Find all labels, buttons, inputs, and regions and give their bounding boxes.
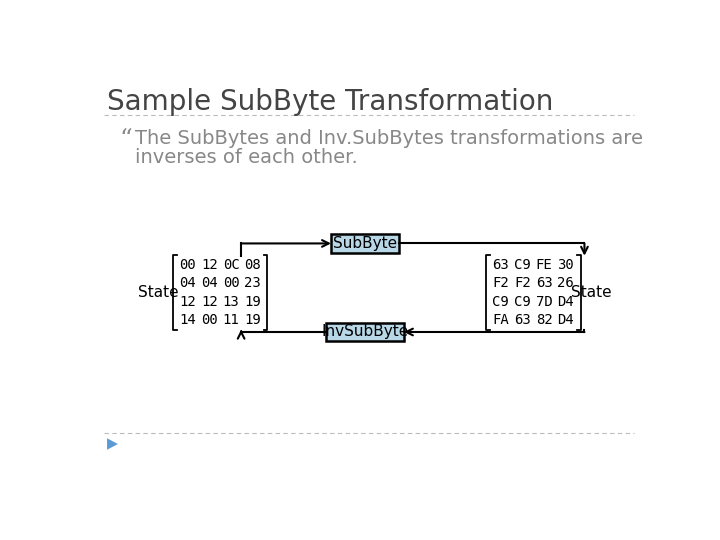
Text: “: “ bbox=[120, 128, 132, 151]
Text: FA: FA bbox=[492, 313, 509, 327]
Text: 26: 26 bbox=[557, 276, 575, 291]
FancyBboxPatch shape bbox=[331, 234, 399, 253]
Text: 14: 14 bbox=[179, 313, 196, 327]
Text: 00: 00 bbox=[179, 258, 196, 272]
Text: 00: 00 bbox=[222, 276, 240, 291]
Text: F2: F2 bbox=[514, 276, 531, 291]
Text: 7D: 7D bbox=[536, 295, 552, 309]
Text: 04: 04 bbox=[179, 276, 196, 291]
Text: C9: C9 bbox=[514, 258, 531, 272]
Text: D4: D4 bbox=[557, 295, 575, 309]
Text: 23: 23 bbox=[244, 276, 261, 291]
Text: 12: 12 bbox=[201, 295, 217, 309]
Polygon shape bbox=[107, 438, 118, 450]
Text: 12: 12 bbox=[201, 258, 217, 272]
Text: 63: 63 bbox=[492, 258, 509, 272]
Text: D4: D4 bbox=[557, 313, 575, 327]
Text: 63: 63 bbox=[536, 276, 552, 291]
Text: inverses of each other.: inverses of each other. bbox=[135, 148, 358, 167]
Text: 12: 12 bbox=[179, 295, 196, 309]
Text: FE: FE bbox=[536, 258, 552, 272]
Text: Sample SubByte Transformation: Sample SubByte Transformation bbox=[107, 88, 554, 116]
Text: C9: C9 bbox=[514, 295, 531, 309]
Text: 30: 30 bbox=[557, 258, 575, 272]
Text: 19: 19 bbox=[244, 295, 261, 309]
Text: 19: 19 bbox=[244, 313, 261, 327]
Text: 63: 63 bbox=[514, 313, 531, 327]
Text: 0C: 0C bbox=[222, 258, 240, 272]
Text: 11: 11 bbox=[222, 313, 240, 327]
Text: SubByte: SubByte bbox=[333, 236, 397, 251]
Text: InvSubByte: InvSubByte bbox=[322, 325, 409, 340]
Text: 13: 13 bbox=[222, 295, 240, 309]
Text: 08: 08 bbox=[244, 258, 261, 272]
Text: State: State bbox=[138, 285, 179, 300]
Text: C9: C9 bbox=[492, 295, 509, 309]
Text: 00: 00 bbox=[201, 313, 217, 327]
Text: 82: 82 bbox=[536, 313, 552, 327]
Text: 04: 04 bbox=[201, 276, 217, 291]
Text: The SubBytes and Inv.SubBytes transformations are: The SubBytes and Inv.SubBytes transforma… bbox=[135, 130, 643, 148]
Text: State: State bbox=[571, 285, 612, 300]
Text: F2: F2 bbox=[492, 276, 509, 291]
FancyBboxPatch shape bbox=[326, 323, 404, 341]
